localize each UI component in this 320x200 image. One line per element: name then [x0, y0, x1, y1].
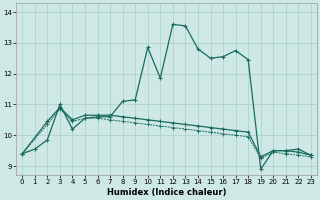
X-axis label: Humidex (Indice chaleur): Humidex (Indice chaleur) — [107, 188, 226, 197]
